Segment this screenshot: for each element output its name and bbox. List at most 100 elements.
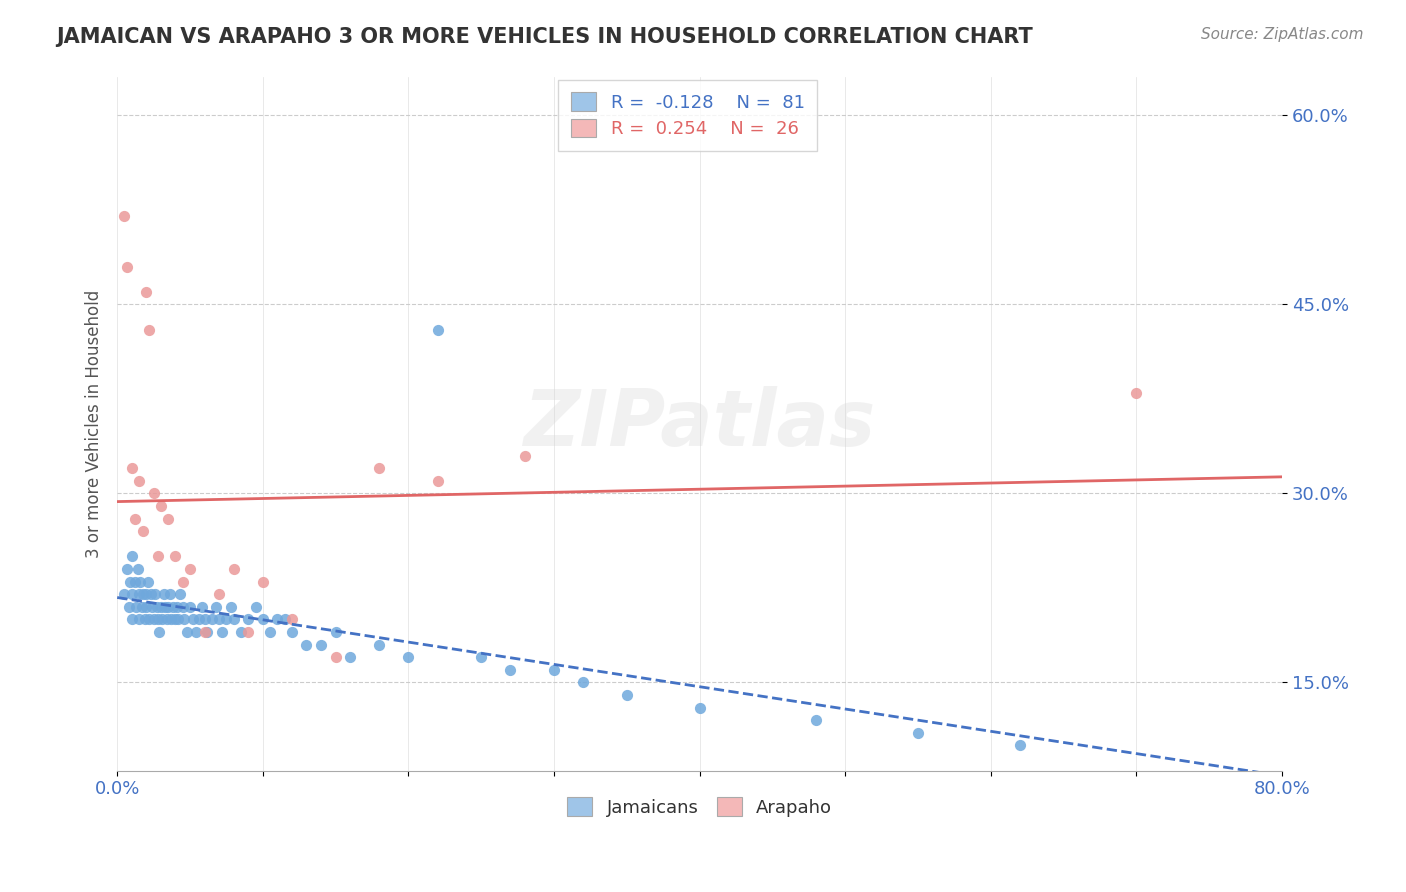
- Point: [325, 650, 347, 665]
- Point: [167, 612, 190, 626]
- Point: [295, 638, 318, 652]
- Point: [190, 599, 212, 614]
- Point: [179, 599, 201, 614]
- Point: [165, 612, 187, 626]
- Point: [121, 461, 143, 475]
- Point: [162, 599, 184, 614]
- Point: [169, 587, 191, 601]
- Point: [145, 599, 167, 614]
- Point: [184, 625, 207, 640]
- Point: [572, 675, 595, 690]
- Point: [150, 612, 173, 626]
- Point: [135, 599, 157, 614]
- Point: [143, 587, 166, 601]
- Point: [689, 700, 711, 714]
- Point: [907, 726, 929, 740]
- Point: [616, 688, 638, 702]
- Point: [134, 612, 156, 626]
- Legend: Jamaicans, Arapaho: Jamaicans, Arapaho: [560, 790, 839, 824]
- Point: [166, 599, 188, 614]
- Point: [129, 574, 152, 589]
- Point: [470, 650, 492, 665]
- Point: [132, 524, 155, 539]
- Y-axis label: 3 or more Vehicles in Household: 3 or more Vehicles in Household: [86, 290, 103, 558]
- Point: [804, 713, 827, 727]
- Point: [176, 625, 198, 640]
- Point: [238, 612, 260, 626]
- Point: [193, 612, 215, 626]
- Point: [339, 650, 361, 665]
- Point: [118, 599, 141, 614]
- Point: [135, 587, 157, 601]
- Point: [245, 599, 267, 614]
- Point: [148, 625, 170, 640]
- Point: [121, 549, 143, 564]
- Point: [252, 612, 274, 626]
- Point: [1008, 739, 1031, 753]
- Point: [325, 625, 347, 640]
- Point: [128, 612, 150, 626]
- Point: [179, 562, 201, 576]
- Point: [181, 612, 204, 626]
- Point: [114, 587, 136, 601]
- Point: [128, 474, 150, 488]
- Point: [259, 625, 281, 640]
- Point: [215, 612, 238, 626]
- Point: [211, 625, 233, 640]
- Point: [281, 625, 304, 640]
- Point: [142, 612, 165, 626]
- Point: [252, 574, 274, 589]
- Point: [368, 461, 391, 475]
- Point: [142, 486, 165, 500]
- Point: [138, 322, 160, 336]
- Point: [543, 663, 565, 677]
- Point: [219, 599, 242, 614]
- Point: [197, 625, 219, 640]
- Point: [208, 587, 231, 601]
- Text: JAMAICAN VS ARAPAHO 3 OR MORE VEHICLES IN HOUSEHOLD CORRELATION CHART: JAMAICAN VS ARAPAHO 3 OR MORE VEHICLES I…: [56, 27, 1033, 46]
- Point: [136, 574, 159, 589]
- Point: [396, 650, 419, 665]
- Point: [368, 638, 391, 652]
- Point: [121, 612, 143, 626]
- Point: [1125, 385, 1147, 400]
- Point: [117, 260, 139, 274]
- Point: [135, 285, 157, 299]
- Point: [127, 562, 149, 576]
- Point: [141, 599, 163, 614]
- Point: [131, 599, 153, 614]
- Point: [222, 562, 245, 576]
- Point: [157, 599, 180, 614]
- Point: [159, 587, 181, 601]
- Point: [132, 587, 155, 601]
- Point: [205, 599, 228, 614]
- Point: [165, 549, 187, 564]
- Point: [121, 587, 143, 601]
- Point: [173, 612, 195, 626]
- Point: [172, 574, 194, 589]
- Point: [124, 574, 146, 589]
- Point: [201, 612, 224, 626]
- Point: [426, 474, 449, 488]
- Point: [155, 599, 177, 614]
- Point: [128, 587, 150, 601]
- Point: [229, 625, 252, 640]
- Text: ZIPatlas: ZIPatlas: [523, 386, 876, 462]
- Point: [114, 209, 136, 223]
- Point: [426, 322, 449, 336]
- Point: [193, 625, 215, 640]
- Point: [125, 599, 148, 614]
- Point: [499, 663, 522, 677]
- Point: [139, 587, 162, 601]
- Point: [222, 612, 245, 626]
- Text: Source: ZipAtlas.com: Source: ZipAtlas.com: [1201, 27, 1364, 42]
- Point: [266, 612, 288, 626]
- Point: [513, 449, 536, 463]
- Point: [146, 549, 169, 564]
- Point: [208, 612, 231, 626]
- Point: [138, 612, 160, 626]
- Point: [120, 574, 142, 589]
- Point: [172, 599, 194, 614]
- Point: [124, 511, 146, 525]
- Point: [156, 612, 179, 626]
